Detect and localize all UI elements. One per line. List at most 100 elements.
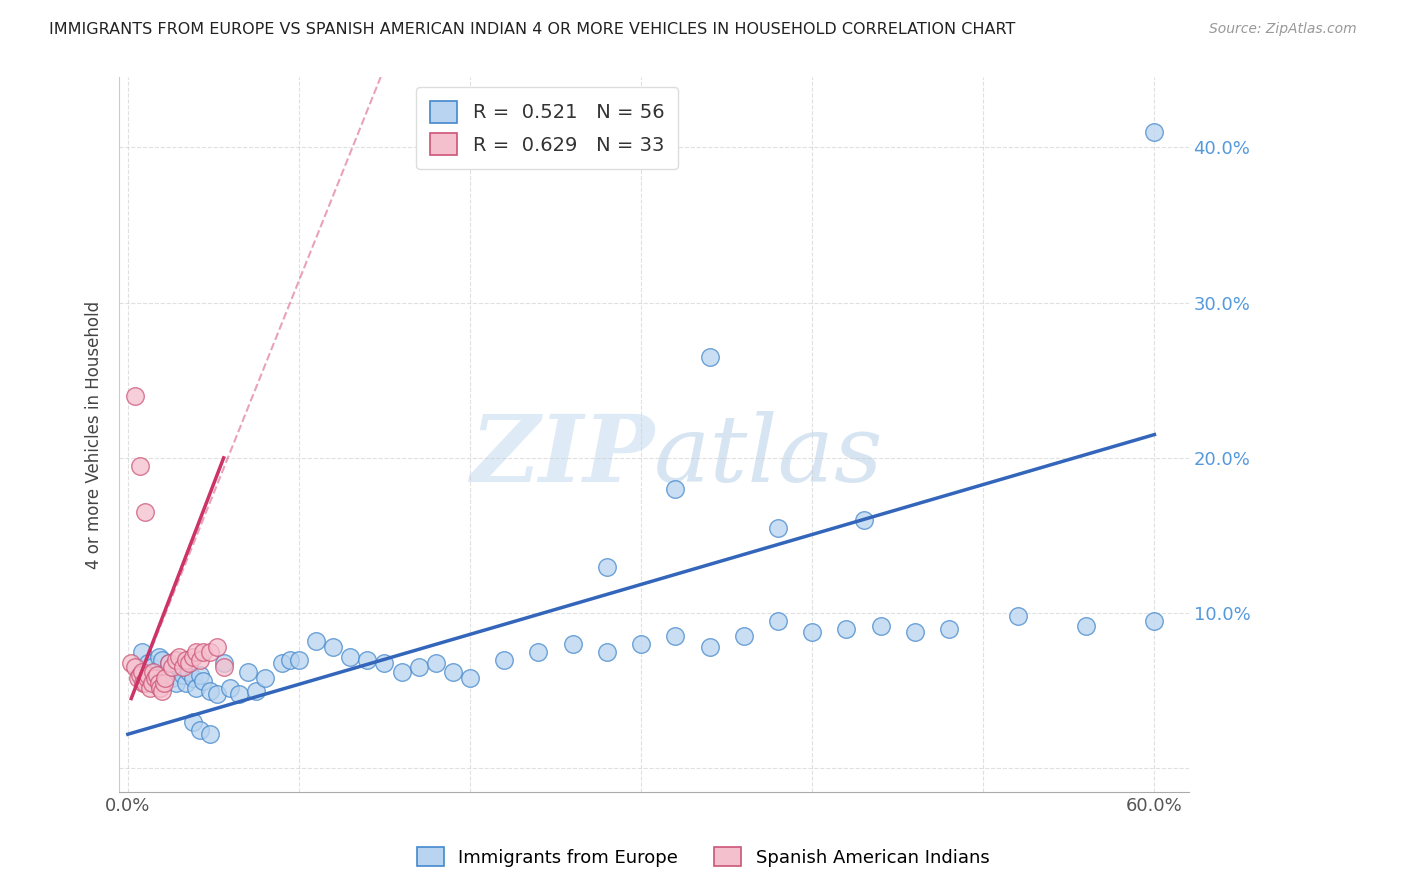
Point — [148, 649, 170, 664]
Point — [373, 656, 395, 670]
Point — [339, 649, 361, 664]
Point — [664, 482, 686, 496]
Point — [179, 665, 201, 680]
Point — [280, 653, 302, 667]
Point — [141, 660, 163, 674]
Point — [141, 676, 163, 690]
Point — [162, 660, 184, 674]
Point — [143, 665, 166, 680]
Point — [458, 671, 481, 685]
Point — [408, 660, 430, 674]
Point — [172, 660, 194, 674]
Point — [138, 656, 160, 670]
Point — [128, 458, 150, 473]
Point — [699, 640, 721, 655]
Point — [165, 676, 187, 690]
Point — [124, 660, 146, 674]
Point — [167, 649, 190, 664]
Point — [157, 656, 180, 670]
Point — [191, 674, 214, 689]
Point — [205, 640, 228, 655]
Point — [138, 668, 160, 682]
Point — [146, 668, 169, 682]
Point — [1143, 125, 1166, 139]
Point — [124, 389, 146, 403]
Point — [167, 660, 190, 674]
Point — [134, 676, 156, 690]
Point — [527, 645, 550, 659]
Text: Source: ZipAtlas.com: Source: ZipAtlas.com — [1209, 22, 1357, 37]
Point — [150, 683, 173, 698]
Point — [869, 618, 891, 632]
Point — [186, 681, 208, 695]
Legend: R =  0.521   N = 56, R =  0.629   N = 33: R = 0.521 N = 56, R = 0.629 N = 33 — [416, 87, 678, 169]
Point — [198, 645, 221, 659]
Text: atlas: atlas — [654, 411, 883, 501]
Point — [148, 676, 170, 690]
Point — [142, 665, 165, 680]
Point — [149, 681, 172, 695]
Point — [1074, 618, 1097, 632]
Point — [181, 671, 204, 685]
Point — [205, 687, 228, 701]
Point — [288, 653, 311, 667]
Point — [127, 671, 149, 685]
Point — [152, 676, 174, 690]
Point — [664, 629, 686, 643]
Text: IMMIGRANTS FROM EUROPE VS SPANISH AMERICAN INDIAN 4 OR MORE VEHICLES IN HOUSEHOL: IMMIGRANTS FROM EUROPE VS SPANISH AMERIC… — [49, 22, 1015, 37]
Point — [155, 668, 177, 682]
Point — [181, 714, 204, 729]
Point — [135, 671, 157, 685]
Point — [219, 681, 242, 695]
Point — [212, 660, 235, 674]
Y-axis label: 4 or more Vehicles in Household: 4 or more Vehicles in Household — [86, 301, 103, 568]
Point — [131, 665, 153, 680]
Point — [228, 687, 250, 701]
Point — [179, 656, 201, 670]
Point — [561, 637, 583, 651]
Point — [270, 656, 292, 670]
Point — [172, 668, 194, 682]
Point — [174, 653, 197, 667]
Point — [165, 653, 187, 667]
Point — [938, 622, 960, 636]
Point — [181, 649, 204, 664]
Point — [441, 665, 464, 680]
Point — [134, 505, 156, 519]
Point — [131, 645, 153, 659]
Point — [425, 656, 447, 670]
Point — [155, 671, 177, 685]
Point — [245, 683, 267, 698]
Point — [143, 671, 166, 685]
Point — [186, 645, 208, 659]
Point — [174, 676, 197, 690]
Text: ZIP: ZIP — [470, 411, 654, 501]
Point — [198, 683, 221, 698]
Point — [139, 681, 162, 695]
Point — [852, 513, 875, 527]
Point — [305, 634, 328, 648]
Point — [904, 624, 927, 639]
Point — [253, 671, 276, 685]
Point — [801, 624, 824, 639]
Point — [322, 640, 344, 655]
Point — [212, 656, 235, 670]
Point — [699, 350, 721, 364]
Point — [1007, 609, 1029, 624]
Point — [391, 665, 413, 680]
Point — [766, 521, 789, 535]
Point — [132, 676, 155, 690]
Point — [120, 656, 142, 670]
Point — [188, 723, 211, 737]
Point — [162, 671, 184, 685]
Point — [356, 653, 378, 667]
Point — [630, 637, 652, 651]
Point — [150, 653, 173, 667]
Point — [198, 727, 221, 741]
Point — [766, 614, 789, 628]
Point — [157, 656, 180, 670]
Point — [494, 653, 516, 667]
Point — [128, 668, 150, 682]
Point — [236, 665, 259, 680]
Point — [596, 559, 619, 574]
